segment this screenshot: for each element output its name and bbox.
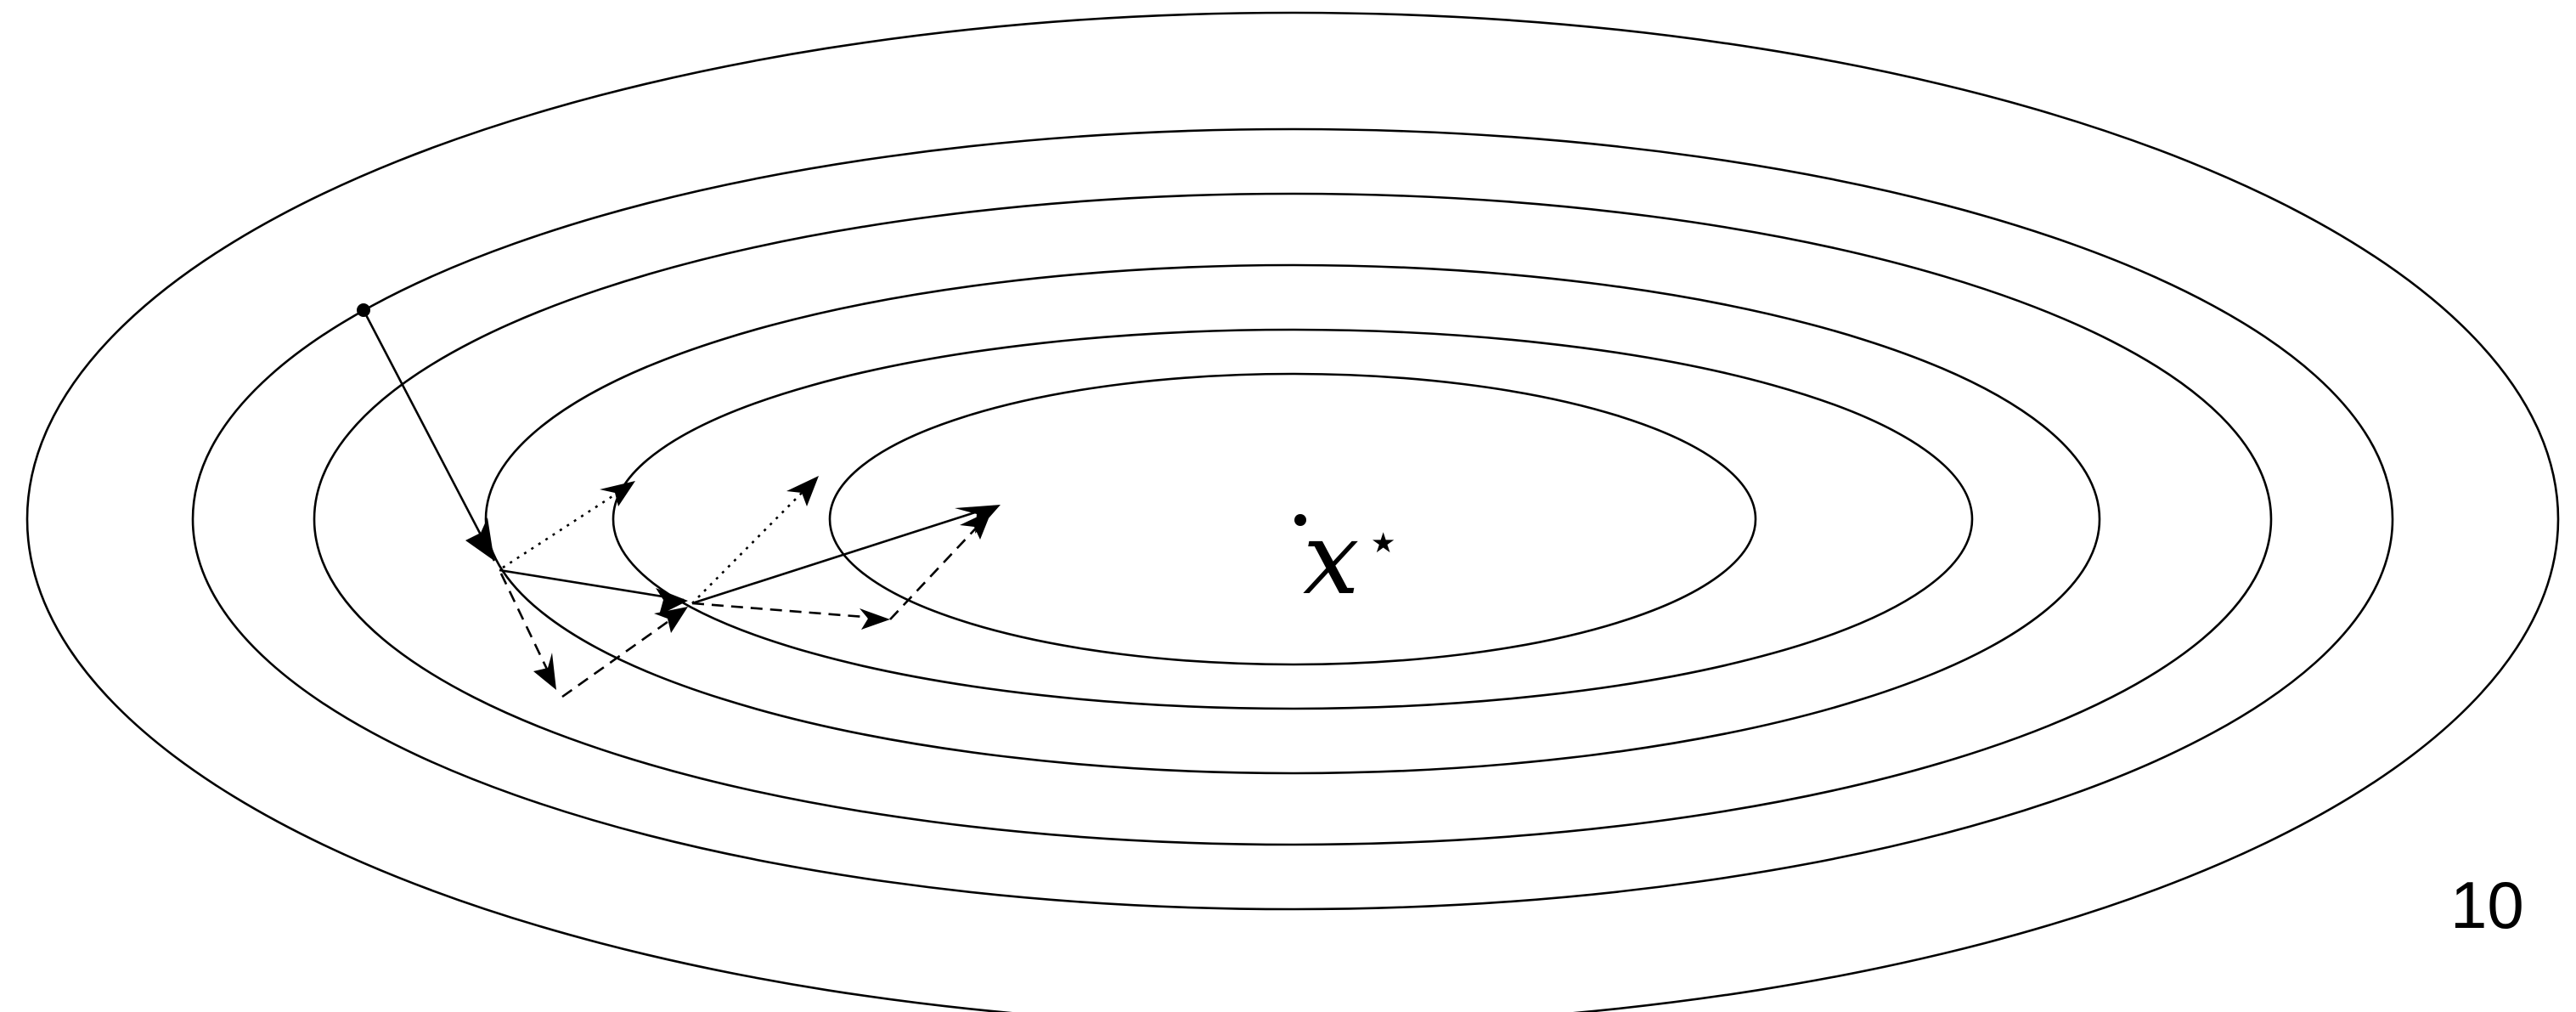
dashed-step-3: [691, 602, 876, 619]
optimum-label: x: [1303, 500, 1360, 617]
dashed-steps: [499, 510, 992, 698]
page-number: 10: [2450, 868, 2524, 942]
dashed-step-2: [561, 612, 680, 698]
solid-step-3: [691, 505, 995, 605]
solid-step-1: [362, 309, 496, 562]
solid-arrowhead-1: [465, 517, 494, 561]
dashed-arrowhead-1: [533, 653, 556, 690]
dashed-arrowhead-3: [860, 608, 890, 630]
solid-trajectory: [362, 309, 1001, 615]
dotted-step-2: [691, 485, 809, 604]
contour-ellipse-5: [612, 328, 1974, 710]
contour-ellipse-3: [313, 192, 2273, 846]
dotted-arrowhead-1: [600, 481, 635, 506]
dotted-steps: [502, 476, 819, 604]
contour-ellipse-4: [484, 263, 2101, 775]
optimum-point: [1294, 514, 1306, 526]
dashed-arrowhead-2: [654, 607, 688, 633]
contour-ellipse-6: [828, 372, 1757, 666]
contour-lines: [26, 11, 2559, 1012]
contour-ellipse-1: [26, 11, 2559, 1012]
dashed-arrowhead-4: [960, 510, 992, 540]
dashed-step-1: [499, 573, 554, 681]
dotted-arrowhead-2: [786, 476, 819, 506]
optimum-superscript: ⋆: [1366, 509, 1401, 574]
solid-arrowhead-2: [656, 588, 688, 615]
dotted-step-1: [502, 487, 625, 569]
start-point: [357, 303, 370, 317]
dashed-step-4: [889, 517, 986, 620]
solid-step-2: [499, 568, 685, 602]
contour-ellipse-2: [191, 127, 2394, 911]
